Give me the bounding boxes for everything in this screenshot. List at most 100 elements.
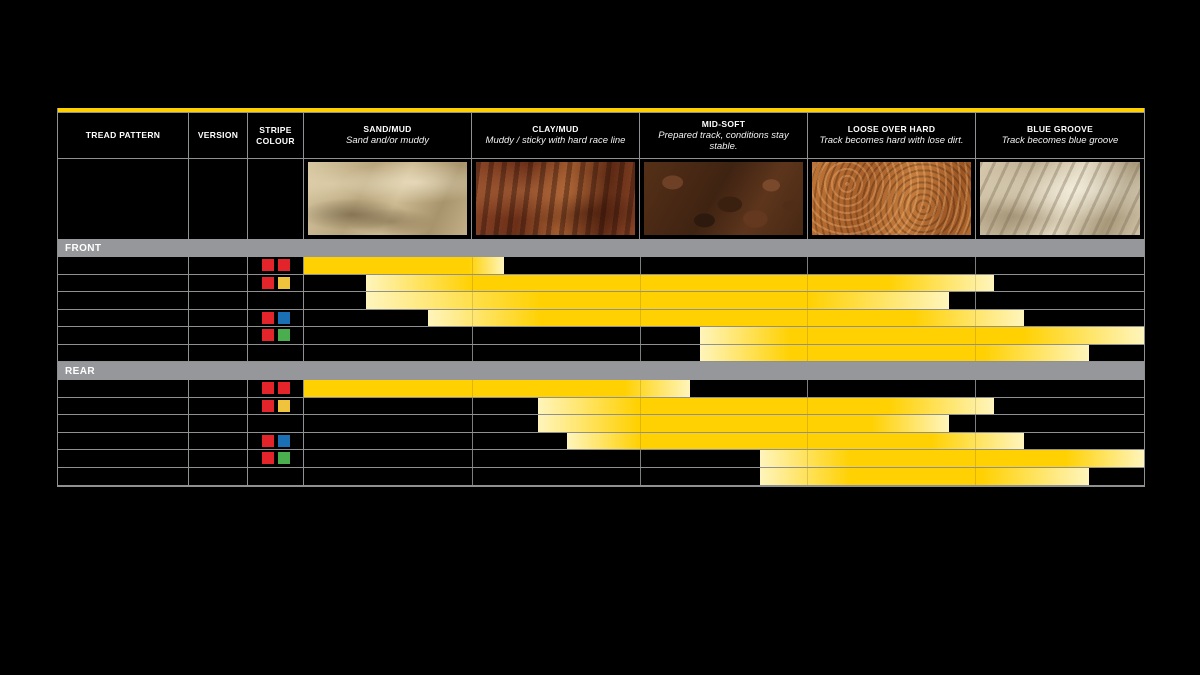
blue-groove-hardpack-photo [980,162,1140,235]
col-header-version: VERSION [189,113,248,158]
section-band-front: FRONT [58,239,1144,257]
tread-pattern-cell [58,380,189,397]
suitability-track [304,432,1144,449]
stripe-swatch-red [261,382,274,395]
loose-dirt-over-hard-photo [812,162,971,235]
col-header-label: CLAY/MUD [532,124,579,135]
tread-pattern-cell [58,397,189,414]
photo-cell-clay-mud [472,159,640,239]
tyre-terrain-table: TREAD PATTERN VERSION STRIPE COLOUR SAND… [57,108,1145,487]
stripe-swatch-yellow [277,276,290,289]
stripe-colour-swatches [248,467,304,485]
suitability-track [304,292,1144,309]
col-header-stripe-colour: STRIPE COLOUR [248,113,304,158]
suitability-bar [365,274,995,291]
stripe-swatch-red [277,382,290,395]
stripe-swatch-blue [277,311,290,324]
tread-pattern-cell [58,274,189,291]
stripe-colour-swatches [248,380,304,397]
col-header-sand-mud: SAND/MUD Sand and/or muddy [304,113,472,158]
tyre-row-front-5 [58,327,1144,345]
stripe-swatch-green [277,329,290,342]
stripe-swatch-green [277,452,290,465]
col-header-loose-over-hard: LOOSE OVER HARD Track becomes hard with … [808,113,976,158]
col-header-subtitle: Track becomes blue groove [1001,135,1119,147]
stripe-colour-swatches [248,397,304,414]
stripe-swatch-red [261,276,274,289]
suitability-bar [538,397,995,414]
col-header-label: MID-SOFT [701,118,746,129]
version-cell [189,274,248,291]
table-body: FRONT REAR [58,239,1144,485]
tyre-row-rear-4 [58,432,1144,450]
col-header-blue-groove: BLUE GROOVE Track becomes blue groove [976,113,1144,158]
sand-dunes-photo [308,162,467,235]
col-header-label: VERSION [197,130,239,141]
suitability-bar [700,327,1144,344]
col-header-clay-mud: CLAY/MUD Muddy / sticky with hard race l… [472,113,640,158]
clay-mud-ruts-photo [476,162,635,235]
tread-pattern-cell [58,292,189,309]
suitability-bar [365,292,950,309]
suitability-bar [567,432,1025,449]
suitability-bar [304,380,691,397]
photo-row [58,159,1144,239]
col-header-tread-pattern: TREAD PATTERN [58,113,189,158]
tread-pattern-cell [58,432,189,449]
col-header-label: SAND/MUD [363,124,412,135]
suitability-track [304,467,1144,485]
stripe-swatch-blue [277,434,290,447]
section-band-rear: REAR [58,362,1144,380]
accent-bar [58,108,1144,113]
stripe-colour-swatches [248,450,304,467]
version-cell [189,450,248,467]
tyre-row-front-2 [58,274,1144,292]
photo-cell-loose-over-hard [808,159,976,239]
header-row: TREAD PATTERN VERSION STRIPE COLOUR SAND… [58,113,1144,159]
suitability-bar [538,415,950,432]
tread-pattern-cell [58,344,189,361]
stripe-colour-swatches [248,257,304,274]
col-header-label: TREAD PATTERN [85,130,161,141]
version-cell [189,257,248,274]
photo-cell-mid-soft [640,159,808,239]
photo-cell-blue-groove [976,159,1144,239]
stripe-swatch-red [261,434,274,447]
tread-pattern-cell [58,415,189,432]
suitability-track [304,450,1144,467]
suitability-bar [427,309,1025,326]
col-header-subtitle: Sand and/or muddy [346,135,429,147]
suitability-bar [759,467,1090,485]
suitability-bar [700,344,1090,361]
col-header-label: BLUE GROOVE [1026,124,1094,135]
stripe-swatch-yellow [277,399,290,412]
tread-pattern-cell [58,327,189,344]
col-header-subtitle: Muddy / sticky with hard race line [485,135,626,147]
tyre-row-rear-6 [58,467,1144,485]
photo-cell-sand-mud [304,159,472,239]
suitability-track [304,380,1144,397]
tread-pattern-cell [58,309,189,326]
tyre-row-front-3 [58,292,1144,310]
tread-pattern-cell [58,450,189,467]
tyre-row-rear-2 [58,397,1144,415]
stripe-swatch-red [261,452,274,465]
stripe-colour-cell [248,159,304,239]
suitability-track [304,327,1144,344]
stripe-swatch-red [277,259,290,272]
suitability-track [304,344,1144,361]
stripe-colour-swatches [248,292,304,309]
stripe-swatch-red [261,329,274,342]
tread-pattern-cell [58,467,189,485]
stripe-colour-swatches [248,415,304,432]
stripe-colour-swatches [248,432,304,449]
col-header-subtitle: Prepared track, conditions stay stable. [658,130,789,152]
tyre-row-front-1 [58,257,1144,275]
version-cell [189,397,248,414]
version-cell [189,344,248,361]
version-cell [189,380,248,397]
tread-pattern-cell [58,257,189,274]
suitability-track [304,415,1144,432]
tyre-row-front-6 [58,344,1144,362]
